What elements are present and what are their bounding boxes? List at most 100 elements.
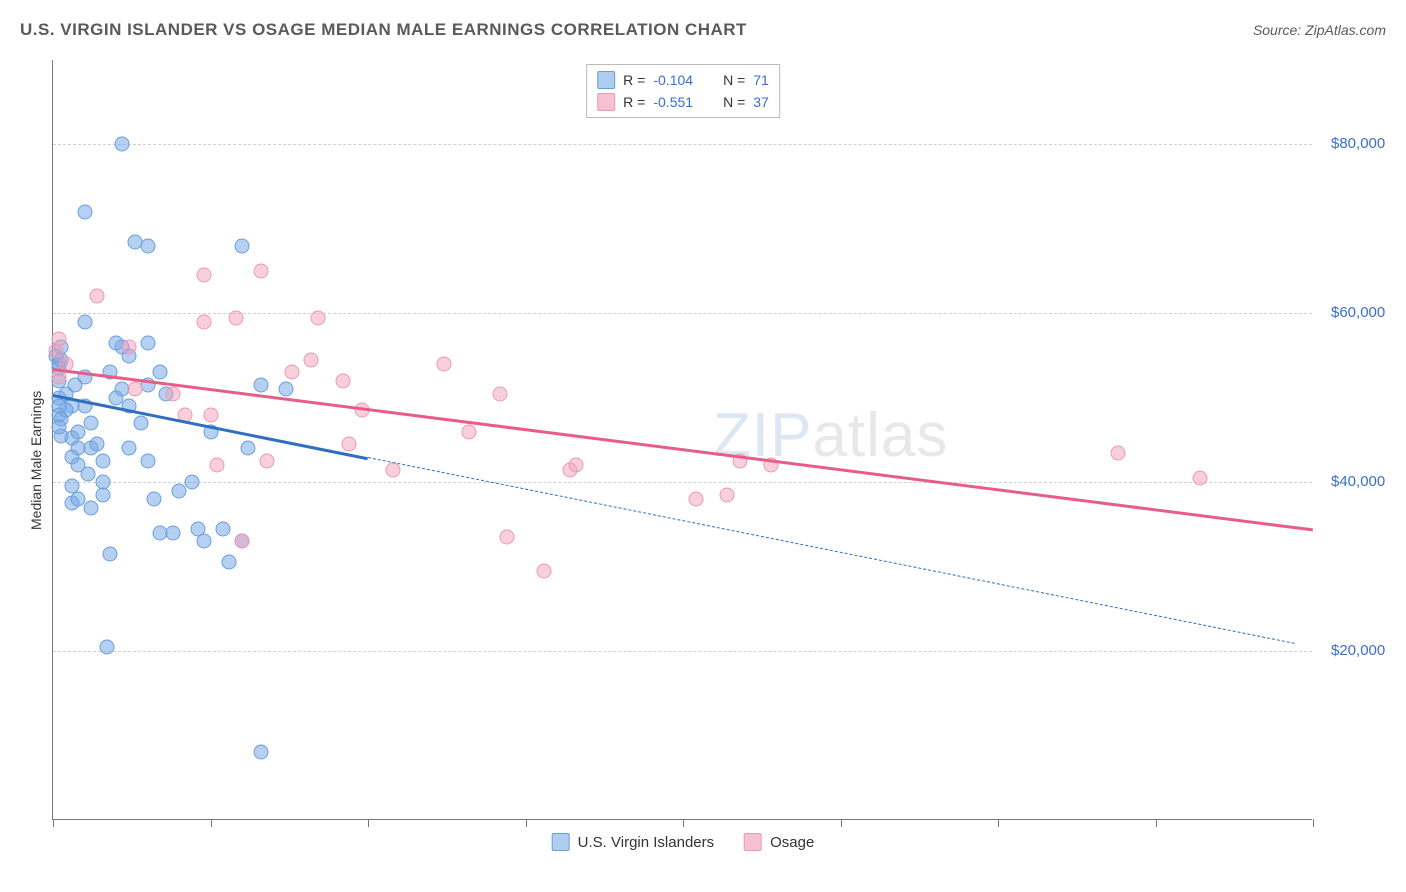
series2-point [90,289,105,304]
series2-point [499,530,514,545]
series2-point [121,340,136,355]
series2-point [568,458,583,473]
gridline [53,482,1312,483]
legend-series-item: Osage [744,833,814,851]
series2-point [335,373,350,388]
series1-point [235,238,250,253]
legend-swatch [597,71,615,89]
legend-stats-row: R = -0.551 N = 37 [597,91,769,113]
x-tick [1156,819,1157,827]
legend-r-label: R = [623,72,645,88]
series1-point [216,521,231,536]
series2-point [1192,471,1207,486]
x-tick [1313,819,1314,827]
series2-point [209,458,224,473]
x-tick [211,819,212,827]
series2-point [203,407,218,422]
series2-point [52,331,67,346]
x-tick [53,819,54,827]
series2-point [342,437,357,452]
series2-point [537,563,552,578]
legend-series-label: Osage [770,834,814,851]
series2-point [461,424,476,439]
legend-n-label: N = [723,94,745,110]
series2-point [688,492,703,507]
legend-r-value: -0.104 [653,72,693,88]
series1-point [140,335,155,350]
series2-point [127,382,142,397]
series1-point [83,500,98,515]
legend-series-label: U.S. Virgin Islanders [578,834,714,851]
series1-point [140,454,155,469]
series1-trendline-extrapolated [368,457,1294,644]
x-tick [526,819,527,827]
series1-point [222,555,237,570]
y-tick-label: $40,000 [1331,473,1385,490]
legend-stats: R = -0.104N = 71R = -0.551N = 37 [586,64,780,118]
series1-point [90,437,105,452]
series1-point [68,378,83,393]
series1-point [253,378,268,393]
series2-point [493,386,508,401]
series1-point [184,475,199,490]
legend-n-label: N = [723,72,745,88]
legend-swatch [744,833,762,851]
gridline [53,144,1312,145]
series2-point [165,386,180,401]
legend-swatch [597,93,615,111]
series2-point [1110,445,1125,460]
series2-point [310,310,325,325]
x-tick [998,819,999,827]
series1-point [52,420,67,435]
series2-point [253,264,268,279]
series2-point [197,268,212,283]
series1-point [140,238,155,253]
series1-point [153,365,168,380]
legend-series-item: U.S. Virgin Islanders [552,833,714,851]
y-tick-label: $20,000 [1331,642,1385,659]
series1-point [197,534,212,549]
scatter-chart: ZIPatlas $20,000$40,000$60,000$80,000R =… [52,60,1312,820]
series2-point [228,310,243,325]
series2-point [436,357,451,372]
series1-point [121,441,136,456]
chart-title: U.S. VIRGIN ISLANDER VS OSAGE MEDIAN MAL… [20,20,747,40]
series2-point [304,352,319,367]
legend-swatch [552,833,570,851]
series2-point [720,487,735,502]
series1-point [83,416,98,431]
series1-point [115,137,130,152]
chart-source: Source: ZipAtlas.com [1253,22,1386,38]
y-axis-label: Median Male Earnings [28,391,44,530]
series1-point [96,475,111,490]
series1-point [77,205,92,220]
series2-point [285,365,300,380]
series1-point [96,454,111,469]
series1-point [146,492,161,507]
legend-n-value: 37 [753,94,769,110]
series1-point [77,314,92,329]
series1-point [99,639,114,654]
x-tick [841,819,842,827]
series1-point [102,547,117,562]
gridline [53,651,1312,652]
watermark: ZIPatlas [713,400,948,471]
series1-point [134,416,149,431]
series1-point [80,466,95,481]
legend-r-label: R = [623,94,645,110]
series1-point [165,525,180,540]
series1-point [279,382,294,397]
legend-stats-row: R = -0.104N = 71 [597,69,769,91]
series1-point [52,399,67,414]
legend-r-value: -0.551 [653,94,693,110]
chart-header: U.S. VIRGIN ISLANDER VS OSAGE MEDIAN MAL… [20,20,1386,40]
series2-point [235,534,250,549]
series1-point [241,441,256,456]
series1-point [253,745,268,760]
y-tick-label: $60,000 [1331,304,1385,321]
series2-point [197,314,212,329]
x-tick [368,819,369,827]
legend-series: U.S. Virgin Islanders Osage [552,833,815,851]
x-tick [683,819,684,827]
y-tick-label: $80,000 [1331,135,1385,152]
